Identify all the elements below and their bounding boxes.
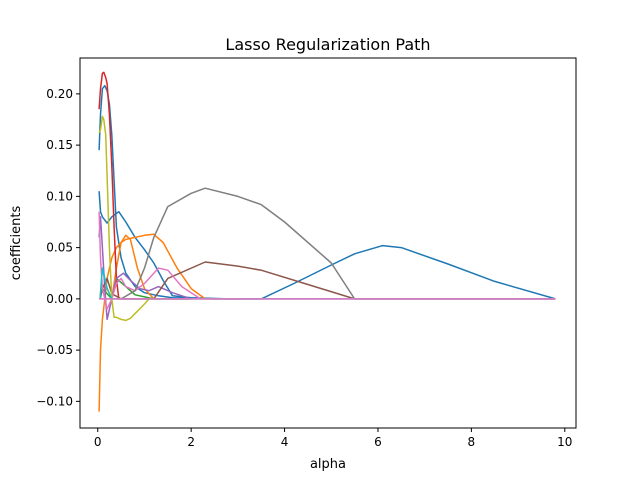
y-tick-label: 0.10 <box>46 189 73 203</box>
y-tick-label: 0.20 <box>46 87 73 101</box>
y-axis-ticks: −0.10 −0.05 0.00 0.05 0.10 0.15 0.20 <box>36 87 80 408</box>
x-tick-label: 4 <box>281 435 289 449</box>
x-tick-label: 2 <box>187 435 195 449</box>
x-tick-label: 10 <box>557 435 572 449</box>
x-tick-label: 0 <box>94 435 102 449</box>
coefficient-path-1 <box>98 84 262 300</box>
y-tick-label: −0.10 <box>36 394 73 408</box>
coefficient-path-11 <box>98 115 168 322</box>
chart-title: Lasso Regularization Path <box>225 35 430 54</box>
x-tick-label: 8 <box>468 435 476 449</box>
x-axis-ticks: 0 2 4 6 8 10 <box>94 428 572 449</box>
y-axis-label: coefficients <box>9 206 24 281</box>
y-tick-label: −0.05 <box>36 343 73 357</box>
coefficient-path-8 <box>99 261 556 300</box>
series-layer <box>98 71 556 412</box>
axes-frame <box>79 57 577 429</box>
x-axis-label: alpha <box>310 457 346 472</box>
coefficient-path-7 <box>98 216 192 321</box>
coefficient-path-2 <box>98 191 556 300</box>
coefficient-path-3 <box>98 233 238 412</box>
x-tick-label: 6 <box>374 435 382 449</box>
y-tick-label: 0.00 <box>46 292 73 306</box>
y-tick-label: 0.05 <box>46 241 73 255</box>
coefficient-path-9 <box>98 211 556 310</box>
y-tick-label: 0.15 <box>46 138 73 152</box>
